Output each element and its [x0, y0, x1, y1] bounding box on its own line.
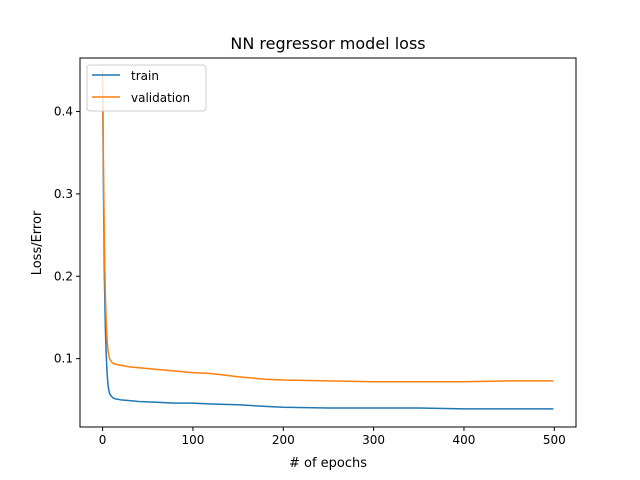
legend-label-validation: validation	[131, 91, 190, 105]
x-tick-label: 0	[99, 433, 107, 447]
y-axis-ticks: 0.1 0.2 0.3 0.4	[54, 105, 80, 366]
y-tick-label: 0.1	[54, 352, 73, 366]
x-tick-label: 200	[272, 433, 295, 447]
x-axis-label: # of epochs	[289, 456, 367, 471]
x-axis-ticks: 0 100 200 300 400 500	[99, 427, 566, 447]
legend-box	[86, 64, 207, 112]
y-tick-label: 0.4	[54, 105, 73, 119]
plot-frame	[79, 57, 577, 428]
chart-title: NN regressor model loss	[230, 34, 425, 53]
legend-label-train: train	[131, 69, 159, 83]
y-tick-label: 0.3	[54, 187, 73, 201]
series-line-train	[101, 78, 554, 410]
legend: train validation	[86, 64, 207, 112]
x-tick-label: 300	[362, 433, 385, 447]
y-tick-label: 0.2	[54, 269, 73, 283]
series-line-validation	[101, 70, 554, 383]
x-tick-label: 400	[453, 433, 476, 447]
plot-area	[101, 70, 554, 410]
x-tick-label: 500	[543, 433, 566, 447]
y-axis-label: Loss/Error	[30, 210, 45, 275]
x-tick-label: 100	[181, 433, 204, 447]
